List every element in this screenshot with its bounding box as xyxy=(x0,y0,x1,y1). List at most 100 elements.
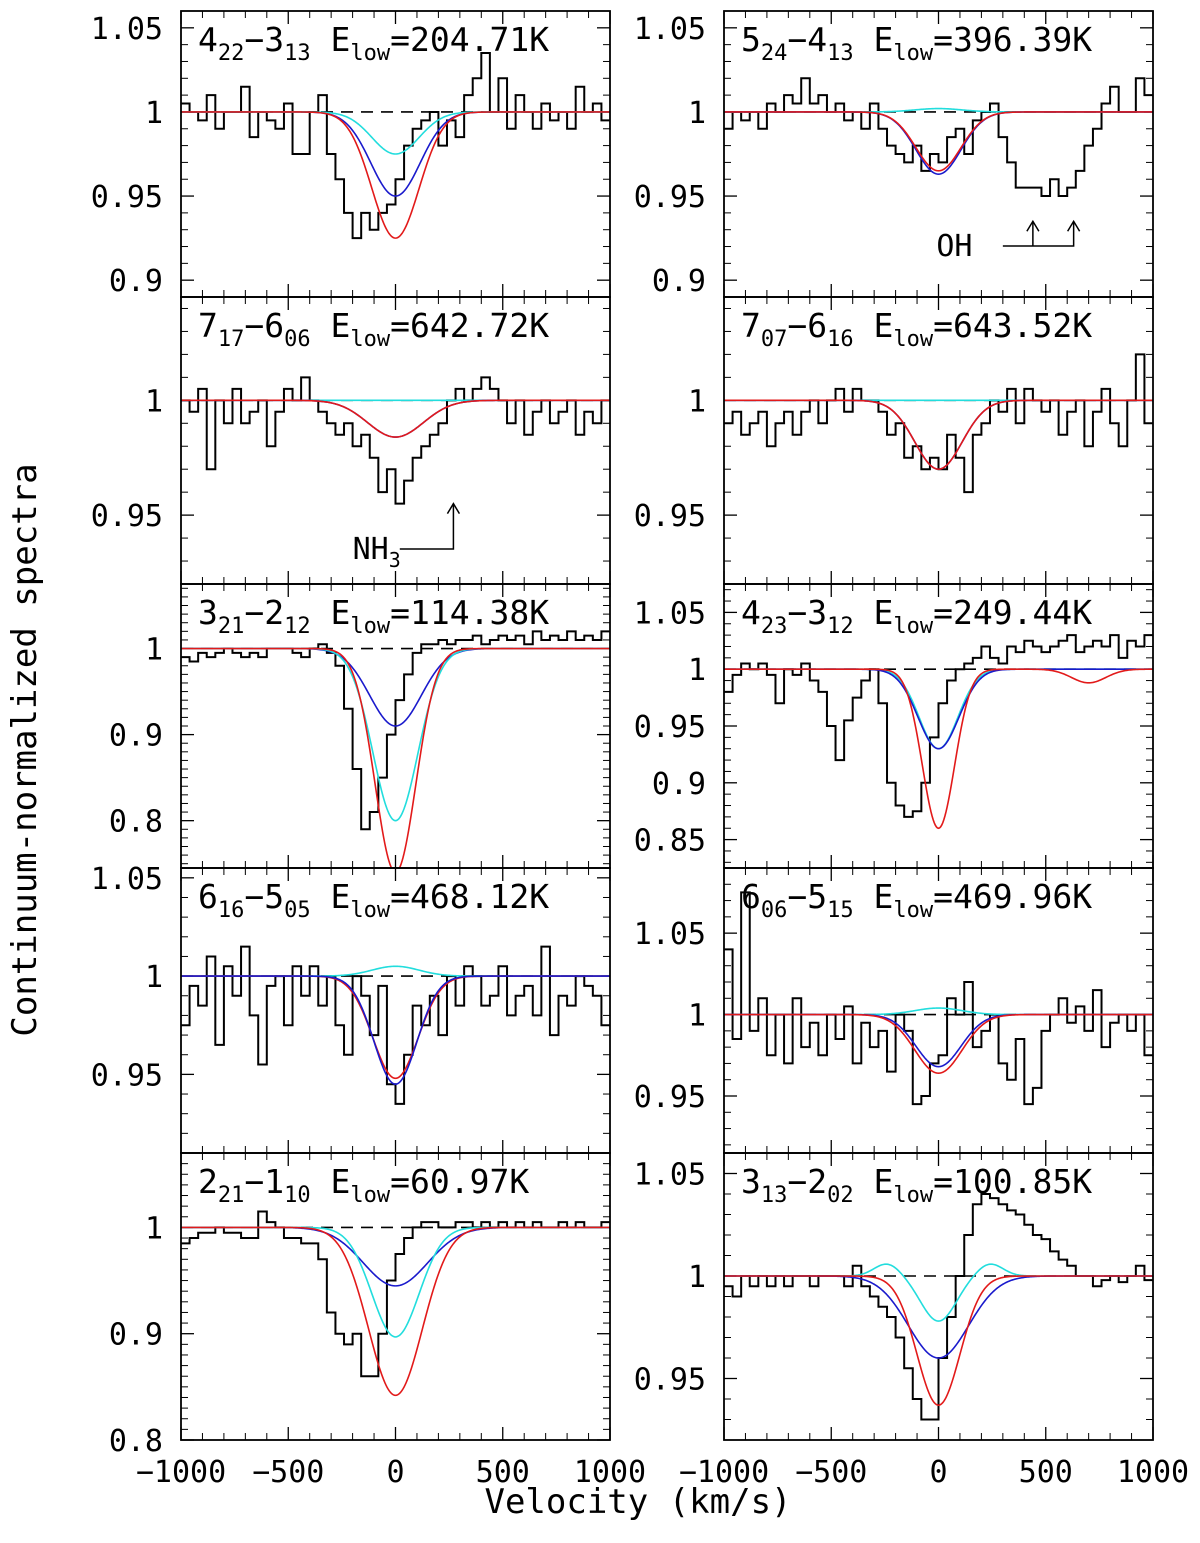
y-tick-label: 1.05 xyxy=(634,917,706,952)
panel-row3-right: 0.85 0.9 0.95 1 1.05 423−312 Elow=249.44K xyxy=(634,583,1154,869)
y-tick-label: 1.05 xyxy=(634,1158,706,1193)
y-tick-label: 1 xyxy=(145,960,163,995)
model-curve-cyan xyxy=(181,111,610,155)
model-curve-blue xyxy=(724,1275,1153,1359)
y-tick-label: 1.05 xyxy=(634,596,706,631)
panel-frame xyxy=(180,1152,611,1441)
plot-area xyxy=(724,77,1153,198)
plot-area xyxy=(724,353,1153,494)
panel-frame xyxy=(723,1152,1154,1441)
x-tick-label: 0 xyxy=(386,1455,404,1490)
model-curve-red xyxy=(724,1013,1153,1075)
panel-bottom-right: 0.95 1 1.05 −1000 −500 0 500 1000 313−202 Elow=1… xyxy=(634,1152,1189,1490)
y-tick-label: 1.05 xyxy=(634,12,706,47)
spectrum-histogram xyxy=(181,52,610,240)
y-tick-label: 1 xyxy=(688,384,706,419)
model-curve-cyan xyxy=(724,1263,1153,1322)
panel-row2-right: 0.95 1 707−616 Elow=643.52K xyxy=(634,296,1154,585)
model-curve-red xyxy=(724,399,1153,471)
model-curve-cyan xyxy=(181,965,610,977)
x-tick-label: 1000 xyxy=(1117,1455,1189,1490)
oh-annotation-bracket xyxy=(1002,221,1075,247)
plot-area xyxy=(181,1210,610,1397)
x-tick-label: 500 xyxy=(1019,1455,1073,1490)
transition-label: 616−505 Elow=468.12K xyxy=(198,877,549,923)
nh3-annotation-line xyxy=(399,503,455,550)
y-tick-label: 0.95 xyxy=(634,710,706,745)
oh-annotation-arrow xyxy=(1026,219,1040,232)
y-tick-label: 0.9 xyxy=(109,1318,163,1353)
model-curve-blue xyxy=(181,975,610,1086)
model-curve-red xyxy=(181,647,610,868)
y-tick-label: 1 xyxy=(145,384,163,419)
y-tick-label: 1 xyxy=(688,1260,706,1295)
model-curve-cyan xyxy=(181,1226,610,1338)
plot-area xyxy=(724,634,1153,830)
panel-row3-left: 0.8 0.9 1 321−212 Elow=114.38K xyxy=(109,583,611,869)
x-tick-label: −1000 xyxy=(136,1455,226,1490)
transition-label: 717−606 Elow=642.72K xyxy=(198,306,549,352)
model-curve-red xyxy=(181,399,610,438)
spectrum-histogram xyxy=(724,77,1153,198)
oh-annotation-label: OH xyxy=(936,229,972,264)
plot-area xyxy=(181,945,610,1105)
y-tick-label: 1 xyxy=(688,999,706,1034)
nh3-annotation-label: NH3 xyxy=(353,532,401,572)
y-tick-label: 0.9 xyxy=(652,767,706,802)
transition-label: 321−212 Elow=114.38K xyxy=(198,593,549,639)
y-tick-label: 1 xyxy=(688,96,706,131)
panel-row4-left: 0.95 1 1.05 616−505 Elow=468.12K xyxy=(91,862,611,1154)
panel-bottom-left: 0.8 0.9 1 −1000 −500 0 500 1000 221−110 Elow=60.… xyxy=(109,1152,646,1490)
spectrum-histogram xyxy=(181,376,610,505)
y-tick-label: 0.8 xyxy=(109,805,163,840)
spectrum-histogram xyxy=(724,891,1153,1106)
y-tick-label: 0.95 xyxy=(634,499,706,534)
model-curve-cyan xyxy=(724,1007,1153,1016)
model-curve-red xyxy=(724,1275,1153,1406)
y-tick-label: 0.8 xyxy=(109,1424,163,1459)
model-curve-blue xyxy=(724,111,1153,175)
transition-label: 422−313 Elow=204.71K xyxy=(198,20,549,66)
x-tick-label: −500 xyxy=(252,1455,324,1490)
panel-row4-right: 0.95 1 1.05 606−515 Elow=469.96K xyxy=(634,867,1154,1154)
transition-label: 423−312 Elow=249.44K xyxy=(741,593,1092,639)
model-curve-red xyxy=(181,975,610,1080)
plot-area xyxy=(724,1193,1153,1421)
spectrum-histogram xyxy=(181,630,610,831)
transition-label: 606−515 Elow=469.96K xyxy=(741,877,1092,923)
y-tick-label: 1 xyxy=(688,653,706,688)
spectrum-histogram xyxy=(181,945,610,1105)
y-tick-label: 1.05 xyxy=(91,862,163,897)
model-curve-blue xyxy=(181,399,610,438)
spectrum-histogram xyxy=(724,353,1153,494)
transition-label: 221−110 Elow=60.97K xyxy=(198,1162,529,1208)
spectrum-histogram xyxy=(724,1193,1153,1421)
transition-label: 313−202 Elow=100.85K xyxy=(741,1162,1092,1208)
transition-label: 707−616 Elow=643.52K xyxy=(741,306,1092,352)
model-curve-red xyxy=(181,111,610,239)
model-curve-red xyxy=(181,1226,610,1397)
plot-area xyxy=(181,630,610,868)
y-tick-label: 0.9 xyxy=(109,719,163,754)
model-curve-red xyxy=(724,111,1153,172)
y-tick-label: 0.95 xyxy=(91,180,163,215)
y-tick-label: 0.95 xyxy=(91,499,163,534)
x-tick-label: 1000 xyxy=(574,1455,646,1490)
y-tick-label: 0.85 xyxy=(634,824,706,859)
panels-layer: 0.9 0.95 1 1.05 422−313 Elow=204.71K 0.9 0.95 1… xyxy=(91,10,1189,1490)
plot-area xyxy=(181,52,610,240)
x-tick-label: −1000 xyxy=(679,1455,769,1490)
y-tick-label: 0.95 xyxy=(634,1080,706,1115)
y-tick-label: 0.9 xyxy=(652,264,706,299)
y-tick-label: 0.95 xyxy=(634,1363,706,1398)
plot-area xyxy=(181,376,610,505)
y-tick-label: 1 xyxy=(145,633,163,668)
y-tick-label: 1 xyxy=(145,96,163,131)
spectrum-histogram xyxy=(724,634,1153,818)
panel-top-left: 0.9 0.95 1 1.05 422−313 Elow=204.71K xyxy=(91,10,611,299)
y-tick-label: 0.95 xyxy=(91,1058,163,1093)
y-tick-label: 0.9 xyxy=(109,264,163,299)
y-tick-label: 0.95 xyxy=(634,180,706,215)
x-tick-label: 500 xyxy=(476,1455,530,1490)
